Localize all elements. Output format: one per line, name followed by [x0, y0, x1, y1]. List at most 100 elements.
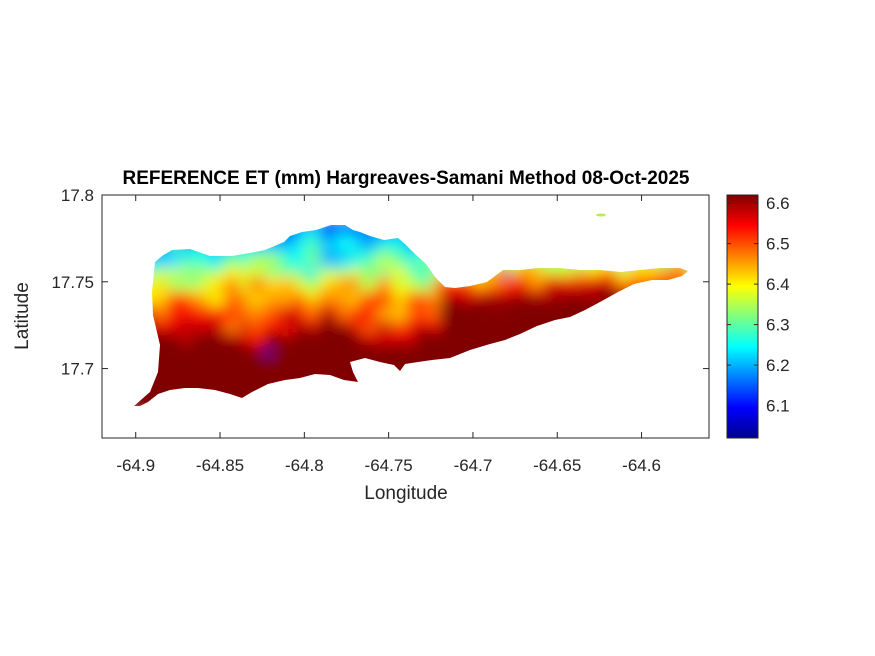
- heatmap-cell: [504, 316, 513, 325]
- heatmap-cell: [232, 284, 241, 293]
- heatmap-cell: [264, 268, 273, 277]
- y-tick-label: 17.75: [51, 273, 94, 292]
- heatmap-cell: [200, 308, 209, 317]
- heatmap-cell: [560, 268, 569, 277]
- heatmap-cell: [416, 356, 425, 365]
- heatmap-cell: [400, 284, 409, 293]
- heatmap-cell: [216, 316, 225, 325]
- heatmap-cell: [456, 316, 465, 325]
- heatmap-cell: [240, 372, 249, 381]
- heatmap-cell: [168, 308, 177, 317]
- heatmap-cell: [328, 244, 337, 253]
- heatmap-cell: [200, 364, 209, 373]
- heatmap-cell: [288, 348, 297, 357]
- heatmap-cell: [200, 372, 209, 381]
- heatmap-cell: [424, 348, 433, 357]
- heatmap-cell: [360, 332, 369, 341]
- heatmap-cell: [328, 236, 337, 245]
- heatmap-cell: [240, 284, 249, 293]
- chart-title: REFERENCE ET (mm) Hargreaves-Samani Meth…: [123, 168, 690, 189]
- heatmap-cell: [232, 364, 241, 373]
- heatmap-cell: [640, 268, 649, 277]
- heatmap-cell: [280, 356, 289, 365]
- heatmap-cell: [200, 276, 209, 285]
- heatmap-cell: [256, 300, 265, 309]
- heatmap-cell: [264, 324, 273, 333]
- heatmap-cell: [160, 340, 169, 349]
- heatmap-cell: [160, 364, 169, 373]
- heatmap-cell: [160, 300, 169, 309]
- heatmap-cell: [360, 260, 369, 269]
- heatmap-cell: [320, 268, 329, 277]
- heatmap-cell: [296, 260, 305, 269]
- heatmap-cell: [256, 356, 265, 365]
- heatmap-cell: [304, 252, 313, 261]
- heatmap-cell: [200, 324, 209, 333]
- heatmap-cell: [176, 268, 185, 277]
- heatmap-cell: [424, 268, 433, 277]
- colorbar-tick-label: 6.4: [766, 275, 790, 294]
- heatmap-cell: [424, 316, 433, 325]
- heatmap-cell: [176, 324, 185, 333]
- heatmap-cell: [192, 380, 201, 389]
- heatmap-cell: [160, 284, 169, 293]
- heatmap-cell: [272, 332, 281, 341]
- heatmap-cell: [200, 260, 209, 269]
- heatmap-cell: [248, 284, 257, 293]
- heatmap-cell: [424, 356, 433, 365]
- heatmap-cell: [184, 292, 193, 301]
- heatmap-cell: [352, 292, 361, 301]
- colorbar-tick-label: 6.2: [766, 356, 790, 375]
- heatmap-cell: [272, 284, 281, 293]
- heatmap-cell: [208, 292, 217, 301]
- heatmap-cell: [216, 348, 225, 357]
- heatmap-cell: [488, 332, 497, 341]
- heatmap-cell: [624, 276, 633, 285]
- heatmap-cell: [464, 308, 473, 317]
- heatmap-cell: [416, 340, 425, 349]
- heatmap-cell: [656, 268, 665, 277]
- heatmap-cell: [336, 364, 345, 373]
- heatmap-cell: [512, 324, 521, 333]
- heatmap-cell: [448, 340, 457, 349]
- heatmap-cell: [160, 316, 169, 325]
- heatmap-cell: [384, 348, 393, 357]
- heatmap-cell: [360, 252, 369, 261]
- heatmap-cell: [160, 292, 169, 301]
- heatmap-cell: [288, 300, 297, 309]
- heatmap-cell: [504, 276, 513, 285]
- heatmap-cell: [400, 340, 409, 349]
- heatmap-cell: [568, 308, 577, 317]
- heatmap-cell: [152, 324, 161, 333]
- heatmap-cell: [240, 260, 249, 269]
- heatmap-cell: [544, 284, 553, 293]
- heatmap-cell: [376, 268, 385, 277]
- x-tick-label: -64.65: [533, 456, 581, 475]
- heatmap-cell: [448, 292, 457, 301]
- heatmap-cell: [432, 308, 441, 317]
- heatmap-cell: [312, 316, 321, 325]
- heatmap-cell: [248, 268, 257, 277]
- heatmap-cell: [296, 324, 305, 333]
- heatmap-cell: [376, 260, 385, 269]
- heatmap-cell: [528, 316, 537, 325]
- heatmap-cell: [304, 268, 313, 277]
- heatmap-cell: [240, 300, 249, 309]
- heatmap-cell: [312, 252, 321, 261]
- heatmap-cell: [288, 308, 297, 317]
- heatmap-cell: [376, 244, 385, 253]
- heatmap-cell: [256, 268, 265, 277]
- heatmap-cell: [296, 348, 305, 357]
- heatmap-cell: [256, 316, 265, 325]
- heatmap-cell: [560, 276, 569, 285]
- heatmap-cell: [240, 276, 249, 285]
- heatmap-cell: [336, 372, 345, 381]
- heatmap-cell: [368, 260, 377, 269]
- heatmap-cell: [264, 300, 273, 309]
- heatmap-cell: [520, 324, 529, 333]
- heatmap-cell: [176, 252, 185, 261]
- heatmap-cell: [256, 276, 265, 285]
- heatmap-cell: [160, 276, 169, 285]
- heatmap-cell: [424, 324, 433, 333]
- heatmap-cell: [504, 332, 513, 341]
